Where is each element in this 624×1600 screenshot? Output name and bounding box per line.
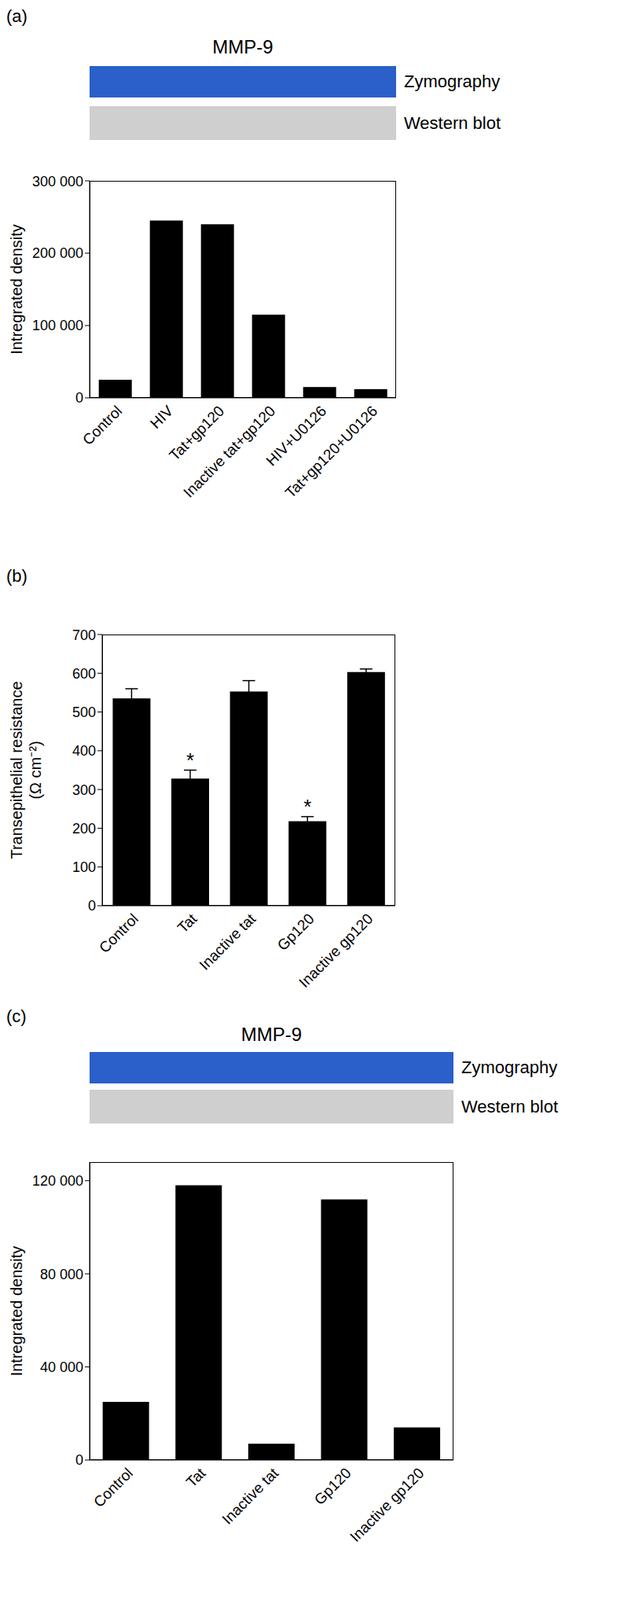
svg-text:Inactive gp120: Inactive gp120 <box>346 1464 427 1545</box>
svg-text:Control: Control <box>90 1464 136 1510</box>
svg-text:Inactive tat: Inactive tat <box>218 1463 282 1527</box>
svg-text:Intregrated density: Intregrated density <box>7 1245 26 1377</box>
svg-text:Gp120: Gp120 <box>311 1464 355 1508</box>
svg-text:Tat: Tat <box>174 909 201 936</box>
svg-text:200 000: 200 000 <box>32 245 84 261</box>
svg-text:Transepithelial resistance: Transepithelial resistance <box>7 680 26 859</box>
svg-text:*: * <box>303 794 312 819</box>
svg-text:Inactive gp120: Inactive gp120 <box>295 910 376 991</box>
svg-text:600: 600 <box>72 665 96 682</box>
html-text:Zymography: Zymography <box>461 1057 558 1077</box>
svg-text:Tat+gp120+U0126: Tat+gp120+U0126 <box>282 402 381 501</box>
svg-text:HIV: HIV <box>146 402 177 432</box>
html-text:Western blot: Western blot <box>461 1095 559 1116</box>
svg-text:Tat+gp120: Tat+gp120 <box>165 402 228 464</box>
svg-text:Inactive tat: Inactive tat <box>195 909 259 973</box>
svg-text:Control: Control <box>95 910 142 956</box>
svg-text:700: 700 <box>72 627 96 643</box>
svg-text:*: * <box>186 748 195 772</box>
svg-text:Gp120: Gp120 <box>274 910 318 954</box>
svg-text:Tat: Tat <box>183 1463 210 1490</box>
html-text:(c): (c) <box>6 1005 27 1026</box>
svg-text:Control: Control <box>79 402 125 448</box>
html-text:MMP-9: MMP-9 <box>241 1023 302 1045</box>
html-text:(a): (a) <box>6 6 28 26</box>
svg-text:Intregrated density: Intregrated density <box>7 223 26 355</box>
svg-text:Inactive tat+gp120: Inactive tat+gp120 <box>179 402 279 501</box>
svg-text:400: 400 <box>72 742 96 759</box>
svg-text:300 000: 300 000 <box>32 173 84 190</box>
html-text:(b): (b) <box>6 565 28 586</box>
svg-text:HIV+U0126: HIV+U0126 <box>262 402 330 469</box>
svg-text:80 000: 80 000 <box>40 1266 84 1282</box>
svg-text:0: 0 <box>75 389 84 406</box>
html-text:Zymography: Zymography <box>403 71 501 92</box>
svg-text:0: 0 <box>75 1451 84 1468</box>
svg-text:300: 300 <box>72 781 96 798</box>
svg-text:100 000: 100 000 <box>32 317 84 334</box>
svg-text:120 000: 120 000 <box>32 1172 84 1189</box>
svg-text:0: 0 <box>88 897 96 914</box>
svg-text:(Ω cm⁻²): (Ω cm⁻²) <box>26 740 45 799</box>
svg-text:100: 100 <box>72 858 96 875</box>
svg-text:40 000: 40 000 <box>40 1358 84 1375</box>
svg-text:500: 500 <box>72 704 96 720</box>
html-text:MMP-9: MMP-9 <box>212 36 274 58</box>
html-text:Western blot: Western blot <box>403 112 501 133</box>
svg-text:200: 200 <box>72 820 96 837</box>
